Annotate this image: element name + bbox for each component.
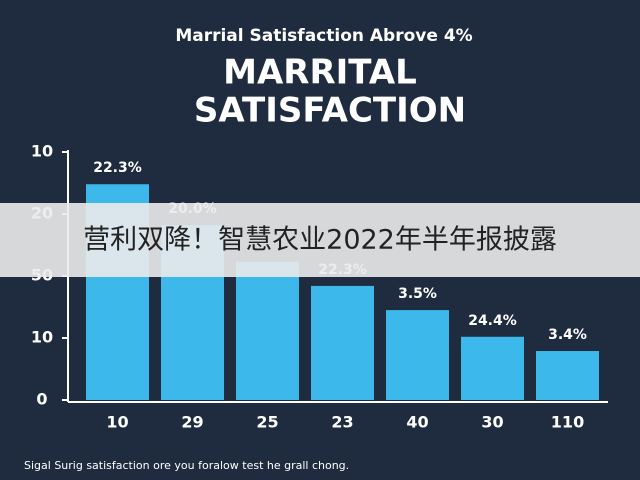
banner-group: 营利双降！智慧农业2022年半年报披露 <box>0 203 640 277</box>
bar <box>461 336 524 400</box>
bar-label: 24.4% <box>468 313 517 329</box>
x-tick-label: 29 <box>181 413 203 432</box>
heading-line: SATISFACTION <box>194 91 466 131</box>
bar <box>236 261 299 400</box>
bar <box>536 351 599 400</box>
banner <box>0 203 640 277</box>
banner-text: 营利双降！智慧农业2022年半年报披露 <box>83 225 557 256</box>
x-tick-label: 30 <box>481 413 503 432</box>
y-tick-label: 10 <box>31 328 53 347</box>
bar-label: 3.5% <box>398 286 437 302</box>
y-tick-label: 10 <box>31 142 53 161</box>
bar-label: 22.3% <box>93 160 142 176</box>
heading-line: MARRITAL <box>223 53 417 93</box>
x-tick-label: 10 <box>106 413 128 432</box>
x-tick-label: 23 <box>331 413 353 432</box>
bar-label: 3.4% <box>548 327 587 343</box>
y-tick-label: 0 <box>36 390 47 409</box>
bar <box>311 285 374 400</box>
chart-title: Marrial Satisfaction Abrove 4% <box>175 26 472 46</box>
bar <box>386 310 449 400</box>
x-tick-label: 25 <box>256 413 278 432</box>
footnote: Sigal Surig satisfaction ore you foralow… <box>24 459 349 472</box>
x-tick-label: 110 <box>551 413 584 432</box>
x-tick-label: 40 <box>406 413 428 432</box>
